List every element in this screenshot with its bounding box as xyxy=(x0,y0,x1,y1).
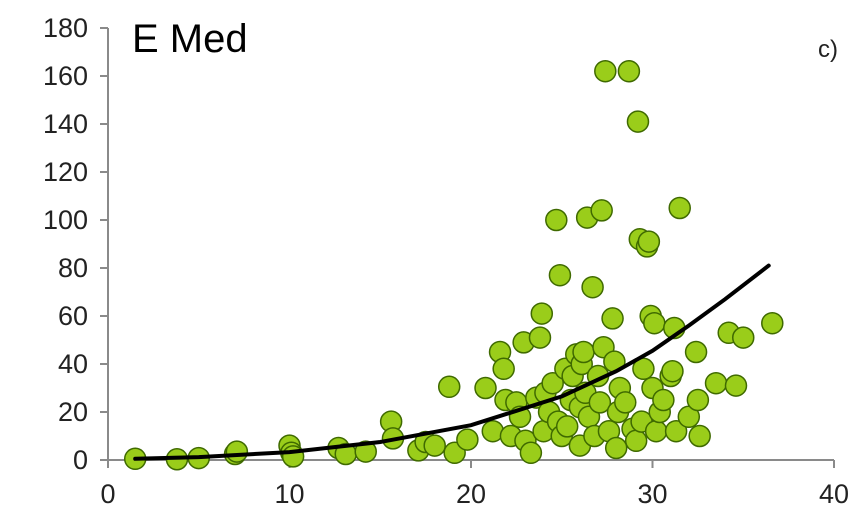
data-point xyxy=(474,376,497,400)
data-point xyxy=(704,371,728,395)
data-point xyxy=(624,429,648,453)
chart-title: E Med xyxy=(132,17,248,61)
y-tick-label: 100 xyxy=(43,205,88,235)
trend-line xyxy=(133,263,771,461)
data-point xyxy=(617,59,641,83)
data-point xyxy=(626,110,650,133)
data-point xyxy=(661,359,684,383)
ticks xyxy=(100,27,835,468)
data-point xyxy=(644,419,668,443)
y-tick-label: 60 xyxy=(58,301,88,331)
data-point xyxy=(456,428,479,451)
data-point xyxy=(588,391,612,414)
data-point xyxy=(548,263,572,287)
x-tick-label: 40 xyxy=(819,479,849,509)
y-tick-label: 140 xyxy=(43,109,88,139)
data-point xyxy=(614,391,637,414)
data-point xyxy=(530,302,554,325)
data-point xyxy=(354,440,377,463)
data-point xyxy=(724,374,748,397)
data-point xyxy=(604,436,628,460)
data-point xyxy=(225,440,249,463)
y-tick-label: 120 xyxy=(43,157,88,187)
data-point xyxy=(541,371,564,395)
data-point xyxy=(572,340,595,364)
axes xyxy=(107,28,834,461)
y-tick-label: 180 xyxy=(43,13,88,43)
data-point xyxy=(652,388,675,412)
data-point xyxy=(664,419,688,443)
data-point xyxy=(761,311,784,335)
data-point xyxy=(519,441,543,465)
panel-label: c) xyxy=(818,36,838,63)
data-point xyxy=(632,357,655,381)
x-tick-label: 20 xyxy=(456,479,486,509)
data-point xyxy=(601,307,624,330)
data-point xyxy=(423,434,446,457)
data-point xyxy=(590,199,613,222)
y-tick-label: 160 xyxy=(43,61,88,91)
data-point xyxy=(688,424,711,448)
y-tick-label: 40 xyxy=(58,349,88,379)
data-point xyxy=(732,326,755,349)
x-tick-label: 30 xyxy=(637,479,667,509)
data-point xyxy=(437,375,461,399)
y-tick-label: 80 xyxy=(58,253,88,283)
data-point xyxy=(686,388,710,412)
data-point xyxy=(668,196,691,220)
data-point xyxy=(684,340,708,364)
tick-labels: 0 20 40 60 80 100 120 140 160 180 0 10 20 30 40 xyxy=(43,13,849,509)
y-tick-label: 0 xyxy=(73,445,88,475)
data-point xyxy=(555,415,579,438)
data-points xyxy=(123,59,784,471)
data-point xyxy=(545,208,568,232)
data-point xyxy=(581,275,604,299)
data-point xyxy=(528,326,552,349)
data-point xyxy=(643,311,666,335)
x-tick-label: 10 xyxy=(274,479,304,509)
x-tick-label: 0 xyxy=(100,479,115,509)
data-point xyxy=(594,59,617,83)
data-point xyxy=(492,357,515,381)
y-tick-label: 20 xyxy=(58,397,88,427)
data-point xyxy=(637,230,661,253)
